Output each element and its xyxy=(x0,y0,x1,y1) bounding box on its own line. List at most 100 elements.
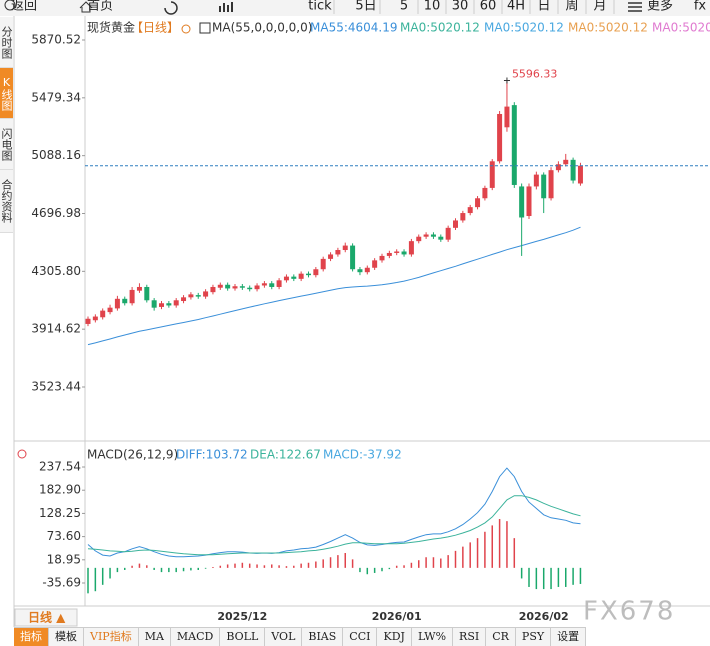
legend-item: MA0:5020.12 xyxy=(400,21,480,35)
x-tick-label: 2026/01 xyxy=(372,610,422,623)
period-selector-box[interactable] xyxy=(14,608,78,627)
candle-body xyxy=(475,198,481,208)
bottom-tab[interactable]: 指标 xyxy=(14,628,49,646)
bottom-tab[interactable]: CCI xyxy=(343,628,378,646)
toolbar-item[interactable]: fx xyxy=(694,0,707,14)
candle-body xyxy=(482,187,488,199)
macd-line xyxy=(87,495,581,556)
candle-body xyxy=(570,159,576,181)
candle-body xyxy=(181,297,187,302)
toolbar-item[interactable]: 更多 xyxy=(647,0,673,14)
candle-body xyxy=(541,174,547,199)
candle-body xyxy=(269,283,275,287)
candle-body xyxy=(291,276,297,279)
bottom-tab[interactable]: CR xyxy=(486,628,516,646)
period-label: 【日线】 xyxy=(131,21,179,35)
watermark: FX678 xyxy=(583,597,675,627)
candle-body xyxy=(100,310,106,318)
toolbar-item[interactable]: 30 xyxy=(452,0,469,14)
y-tick-label: 237.54 xyxy=(39,460,81,474)
bottom-tab[interactable]: LW% xyxy=(412,628,454,646)
legend-item: MA0:5020.12 xyxy=(568,21,648,35)
instrument-title: 现货黄金 xyxy=(87,20,135,35)
candle-body xyxy=(122,298,128,304)
y-tick-label: 182.90 xyxy=(39,483,81,497)
candle-body xyxy=(379,255,385,261)
bottom-tab[interactable]: BIAS xyxy=(302,628,344,646)
candle-body xyxy=(320,258,326,270)
candle-body xyxy=(533,174,539,187)
toolbar-item[interactable]: 日 xyxy=(537,0,550,14)
ma-checkbox xyxy=(199,22,211,34)
toolbar-item[interactable]: tick xyxy=(308,0,332,14)
x-tick-label: 2026/02 xyxy=(519,610,569,623)
toolbar-item[interactable]: 60 xyxy=(480,0,497,14)
peak-label: 5596.33 xyxy=(512,68,558,81)
toolbar-item[interactable]: 4H xyxy=(507,0,525,14)
macd-line xyxy=(87,467,581,558)
bottom-tab[interactable]: 模板 xyxy=(49,628,84,646)
candle-body xyxy=(357,269,363,273)
period-selector[interactable]: 日线 ▲ xyxy=(28,610,66,625)
candle-body xyxy=(364,267,370,273)
indicator-label: MA(55,0,0,0,0,0) xyxy=(212,21,312,35)
bottom-tab[interactable]: RSI xyxy=(453,628,487,646)
toolbar-item[interactable]: 月 xyxy=(593,0,606,14)
candle-body xyxy=(298,273,304,279)
y-tick-label: 3914.62 xyxy=(31,322,81,336)
toolbar-item[interactable]: 周 xyxy=(565,0,578,14)
candle-body xyxy=(306,273,311,276)
side-tab[interactable]: 闪电图 xyxy=(0,119,13,170)
bottom-tab[interactable]: BOLL xyxy=(220,628,266,646)
candle-body xyxy=(276,280,282,287)
bottom-tab[interactable]: PSY xyxy=(516,628,552,646)
candle-body xyxy=(423,234,429,237)
bottom-tab[interactable]: KDJ xyxy=(377,628,412,646)
home-icon xyxy=(79,1,93,13)
candle-body xyxy=(129,289,135,304)
candle-body xyxy=(526,186,532,217)
candle-body xyxy=(217,284,223,288)
candle-body xyxy=(232,286,238,289)
candle-body xyxy=(239,286,245,288)
y-tick-label: 5479.34 xyxy=(31,90,81,104)
toolbar-item[interactable]: 5 xyxy=(400,0,408,14)
candle-body xyxy=(254,285,260,290)
candle-body xyxy=(173,300,179,306)
bottom-tab[interactable]: VIP指标 xyxy=(84,628,139,646)
bottom-tab[interactable]: 设置 xyxy=(551,628,587,646)
chart-icon xyxy=(219,2,233,12)
side-tab[interactable]: 分时图 xyxy=(0,17,13,68)
candle-body xyxy=(159,303,164,307)
side-tab[interactable]: 合约资料 xyxy=(0,170,13,233)
candle-body xyxy=(460,213,466,221)
back-icon xyxy=(4,0,16,11)
candle-body xyxy=(261,283,267,286)
candle-body xyxy=(416,236,422,242)
y-tick-label: 3523.44 xyxy=(31,380,81,394)
peak-marker xyxy=(503,77,510,84)
candle-body xyxy=(519,186,525,218)
y-tick-label: 5870.52 xyxy=(31,32,81,46)
macd-title: MACD(26,12,9) xyxy=(87,448,178,462)
y-tick-label: 5088.16 xyxy=(31,148,81,162)
candle-body xyxy=(467,207,473,214)
bottom-tab[interactable]: VOL xyxy=(265,628,303,646)
candle-body xyxy=(136,286,142,291)
macd-settings-icon xyxy=(17,449,27,459)
toolbar-item[interactable]: 10 xyxy=(424,0,441,14)
toolbar-item[interactable]: 首页 xyxy=(87,0,113,14)
toolbar-item[interactable]: 5日 xyxy=(355,0,376,14)
bottom-tab[interactable]: MA xyxy=(139,628,171,646)
bottom-tab[interactable]: MACD xyxy=(171,628,221,646)
candle-body xyxy=(195,295,201,297)
candle-body xyxy=(107,307,113,313)
refresh-icon xyxy=(164,1,178,15)
candle-body xyxy=(144,286,150,301)
side-tab[interactable]: K线图 xyxy=(0,68,13,119)
legend-item: MACD:-37.92 xyxy=(323,448,402,462)
toolbar-item[interactable]: 返回 xyxy=(11,0,37,14)
candle-body xyxy=(563,159,569,165)
